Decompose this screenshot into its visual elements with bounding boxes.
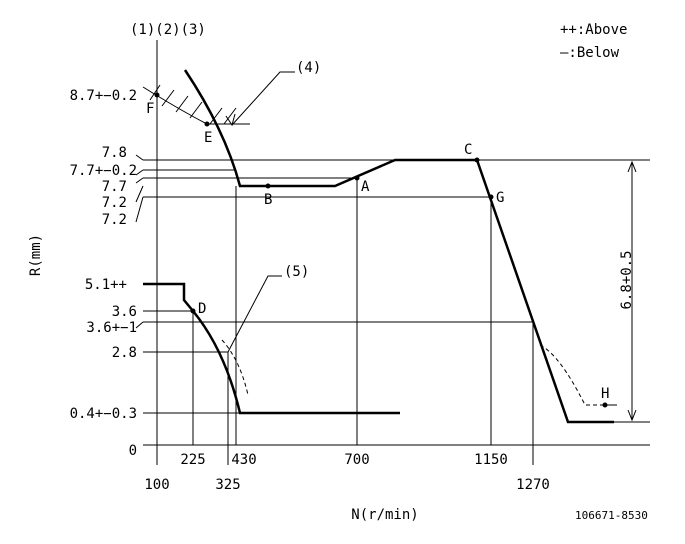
- point-label: E: [204, 130, 212, 146]
- y-label: 3.6+−1: [86, 320, 137, 336]
- y-label: 7.2: [102, 195, 127, 211]
- y-label: 7.7+−0.2: [70, 163, 137, 179]
- x-label: 430: [231, 452, 256, 468]
- y-label: 5.1++: [85, 277, 127, 293]
- y-label: 0: [129, 443, 137, 459]
- x-label: 1150: [474, 452, 508, 468]
- thin-lines: [135, 40, 650, 465]
- point-label: B: [264, 192, 272, 208]
- point-label: H: [601, 386, 609, 402]
- y-axis-title: R(mm): [28, 234, 44, 276]
- curves: [143, 69, 617, 424]
- x-axis-title: N(r/min): [351, 507, 418, 523]
- dimension: 6.8+0.5: [619, 250, 635, 309]
- legend: —:Below: [560, 45, 620, 61]
- y-label: 0.4+−0.3: [70, 406, 137, 422]
- y-label: 7.2: [102, 212, 127, 228]
- y-label: 8.7+−0.2: [70, 88, 137, 104]
- point-label: A: [361, 179, 370, 195]
- x-label: 700: [344, 452, 369, 468]
- code: 106671-8530: [575, 509, 648, 522]
- point-label: F: [146, 101, 154, 117]
- y-label: 7.8: [102, 145, 127, 161]
- curves-label: (1)(2)(3): [130, 22, 206, 38]
- y-label: 2.8: [112, 345, 137, 361]
- callout: (5): [284, 264, 309, 280]
- legend: ++:Above: [560, 22, 627, 38]
- x-label: 1270: [516, 477, 550, 493]
- x-label: 325: [215, 477, 240, 493]
- texts: (1)(2)(3) ++:Above —:Below (4) (5) 8.7+−…: [28, 22, 648, 523]
- point-dots: [154, 92, 608, 408]
- x-label: 225: [180, 452, 205, 468]
- point-label: G: [496, 190, 504, 206]
- y-label: 3.6: [112, 304, 137, 320]
- x-label: 100: [144, 477, 169, 493]
- point-label: C: [464, 142, 472, 158]
- point-label: D: [198, 301, 206, 317]
- callout: (4): [296, 60, 321, 76]
- y-label: 7.7: [102, 179, 127, 195]
